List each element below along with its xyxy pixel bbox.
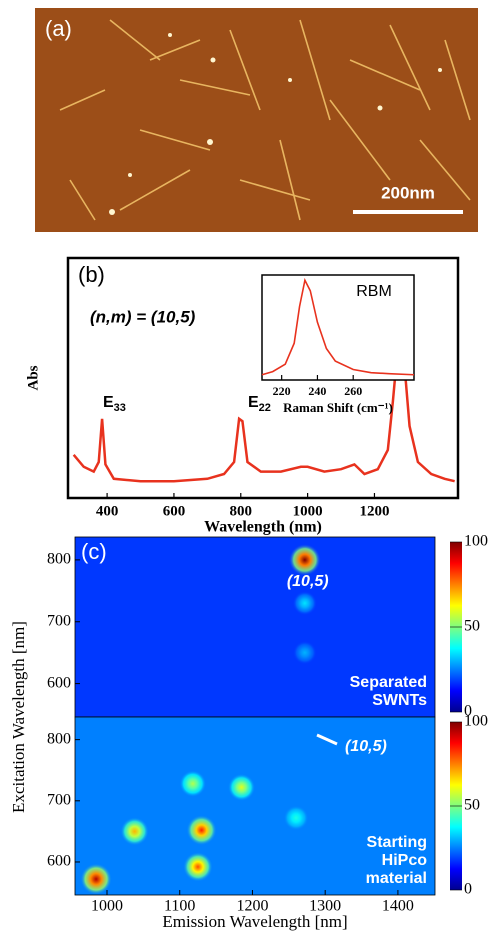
panel-label: (b) (78, 262, 105, 287)
peak-label: E33 (103, 394, 126, 414)
heatmap-spot (120, 817, 149, 846)
nanotubes (59, 19, 471, 221)
x-axis-label: Wavelength (nm) (204, 519, 322, 536)
heatmap-background (75, 717, 435, 895)
colorbar-tick-label: 100 (464, 533, 488, 550)
x-tick-label: 1300 (309, 898, 341, 915)
heatmap-background (75, 537, 435, 717)
inset-title: RBM (356, 283, 392, 300)
x-tick-label: 240 (308, 384, 326, 398)
x-axis-label: Raman Shift (cm⁻¹) (283, 400, 393, 415)
heatmap-spot (283, 805, 309, 831)
y-axis-label: Abs (25, 365, 41, 390)
x-tick-label: 400 (96, 503, 119, 519)
x-tick-label: 1000 (293, 503, 323, 519)
annotation: (n,m) = (10,5) (90, 307, 196, 326)
heatmap-spot (186, 815, 217, 846)
y-tick-label: 700 (47, 791, 71, 808)
x-tick-label: 1000 (91, 898, 123, 915)
panel-label: (a) (45, 16, 72, 41)
heatmap-frame (74, 716, 436, 896)
heatmap-spot (292, 591, 317, 616)
x-tick-label: 1200 (359, 503, 389, 519)
heatmap-spot (80, 863, 112, 895)
caption: SWNTs (372, 692, 427, 709)
caption: Starting (367, 834, 427, 851)
peak-label-main: E (248, 394, 259, 411)
particles (109, 33, 442, 215)
y-tick-label: 800 (47, 551, 71, 568)
heatmap-spot (227, 773, 256, 801)
y-tick-label: 700 (47, 612, 71, 629)
colorbar-tick-label: 100 (464, 713, 488, 730)
colorbar-tick-label: 0 (464, 703, 472, 720)
heatmap-spot (288, 543, 321, 576)
peak-label-sub: 22 (259, 402, 271, 414)
x-tick-label: 220 (273, 384, 291, 398)
caption: Separated (350, 674, 427, 691)
caption: material (366, 870, 427, 887)
afm-background (35, 8, 478, 232)
colorbar-tick-label: 50 (464, 618, 480, 635)
y-tick-label: 600 (47, 853, 71, 870)
point-label: (10,5) (287, 573, 329, 590)
point-label: (10,5) (345, 738, 387, 755)
heatmap-spot (179, 770, 207, 797)
x-tick-label: 800 (230, 503, 253, 519)
x-tick-label: 600 (163, 503, 186, 519)
x-tick-label: 260 (344, 384, 362, 398)
x-tick-label: 1400 (382, 898, 414, 915)
colorbar-tick-label: 50 (464, 797, 480, 814)
scale-bar-label: 200nm (381, 183, 435, 202)
data-line (261, 277, 415, 376)
y-tick-label: 800 (47, 730, 71, 747)
caption: HiPco (382, 852, 428, 869)
x-tick-label: 1100 (164, 898, 195, 915)
afm-image: (a) 200nm (35, 8, 478, 232)
peak-label: E22 (248, 394, 271, 414)
colorbar-tick-label: 0 (464, 881, 472, 898)
x-axis-label: Emission Wavelength [nm] (162, 912, 347, 931)
x-tick-label: 1200 (236, 898, 268, 915)
peak-label-main: E (103, 394, 114, 411)
y-tick-label: 600 (47, 674, 71, 691)
peak-label-sub: 33 (114, 402, 126, 414)
arrow (316, 733, 338, 746)
heatmap-spot (293, 640, 317, 665)
panel-label: (c) (81, 539, 107, 564)
y-axis-label: Excitation Wavelength [nm] (9, 621, 28, 813)
heatmap-spot (183, 852, 213, 882)
